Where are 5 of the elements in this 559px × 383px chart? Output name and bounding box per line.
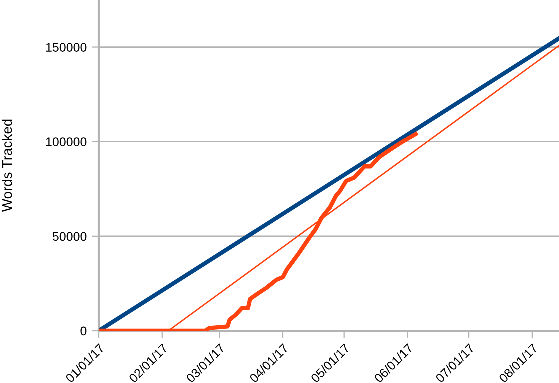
y-tick-label: 0 (80, 326, 87, 336)
y-tick-label: 150000 (46, 43, 87, 52)
y-axis-title: Words Tracked (2, 120, 12, 212)
y-tick-label: 100000 (46, 138, 87, 147)
y-tick-label: 50000 (52, 232, 87, 242)
